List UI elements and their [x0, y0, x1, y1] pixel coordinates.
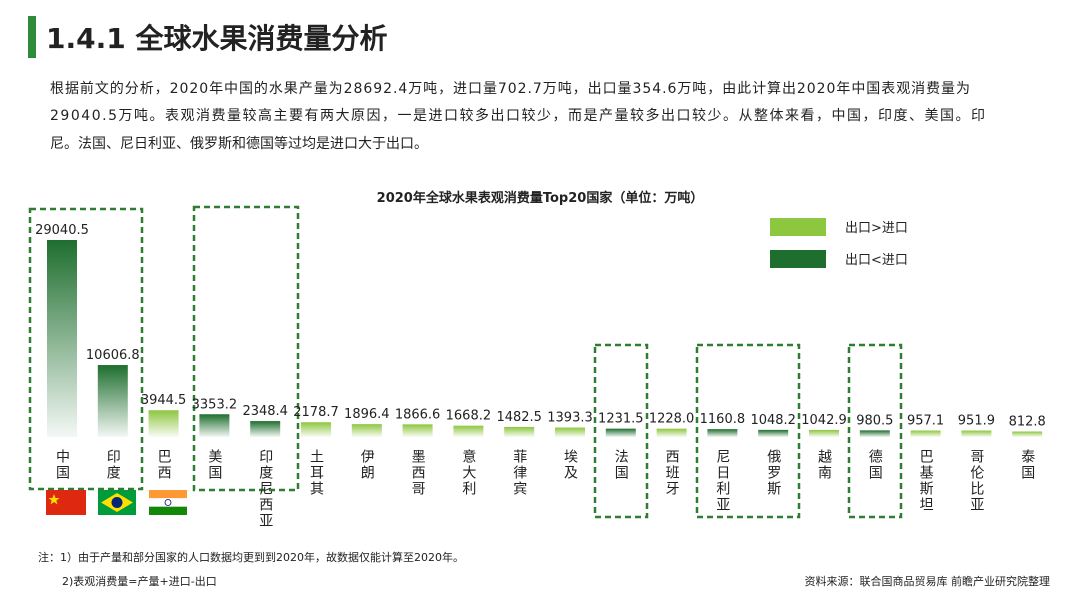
flag-brazil — [98, 490, 136, 515]
data-label: 1231.5 — [598, 412, 644, 427]
highlight-box — [192, 205, 300, 492]
data-label: 1896.4 — [344, 407, 390, 422]
bar — [453, 425, 484, 437]
x-tick-label: 泰国 — [1019, 449, 1035, 481]
highlight-box — [695, 343, 801, 519]
source: 资料来源：联合国商品贸易库 前瞻产业研究院整理 — [805, 574, 1051, 588]
x-tick-label: 印度 — [105, 449, 121, 481]
bar — [1012, 431, 1043, 437]
bar — [199, 414, 230, 437]
x-tick-label: 美国 — [206, 449, 222, 481]
bar — [910, 430, 941, 437]
x-tick-label: 印度尼西亚 — [257, 449, 273, 529]
highlight-box — [847, 343, 903, 519]
data-label: 10606.8 — [86, 348, 140, 363]
legend-swatch — [770, 218, 826, 236]
x-tick-label: 埃及 — [562, 449, 578, 481]
note: 2)表观消费量=产量+进口-出口 — [62, 574, 217, 588]
x-tick-label: 越南 — [816, 449, 832, 481]
bar — [809, 429, 839, 437]
bar — [148, 410, 179, 437]
x-tick-label: 尼日利亚 — [714, 449, 730, 513]
data-label: 1482.5 — [496, 410, 542, 425]
bar — [47, 240, 77, 437]
bar — [250, 421, 281, 437]
bar — [758, 429, 789, 437]
data-label: 957.1 — [907, 414, 944, 429]
legend-swatch — [770, 250, 826, 268]
x-tick-label: 菲律宾 — [511, 449, 527, 497]
bar — [351, 424, 382, 437]
chart-title: 2020年全球水果表观消费量Top20国家（单位：万吨） — [377, 190, 704, 206]
title: 1.4.1 全球水果消费量分析 — [46, 22, 387, 55]
data-label: 3944.5 — [141, 393, 187, 408]
paragraph-line: 29040.5万吨。表观消费量较高主要有两大原因，一是进口较多出口较少，而是产量… — [50, 107, 985, 124]
data-label: 1160.8 — [700, 412, 746, 427]
flag-india — [148, 490, 188, 515]
flag-china — [46, 490, 86, 515]
data-label: 1866.6 — [395, 407, 441, 422]
data-label: 1042.9 — [801, 413, 847, 428]
data-label: 812.8 — [1009, 414, 1046, 429]
x-tick-label: 俄罗斯 — [765, 449, 781, 497]
title-accent — [28, 16, 36, 58]
bar — [961, 430, 992, 437]
data-label: 1048.2 — [750, 413, 796, 428]
x-tick-label: 法国 — [613, 449, 629, 481]
highlight-box — [28, 207, 144, 491]
bar — [504, 426, 535, 437]
bar — [707, 429, 738, 437]
bar — [97, 365, 128, 437]
data-label: 951.9 — [958, 414, 995, 429]
data-label: 2348.4 — [242, 404, 288, 419]
data-label: 1228.0 — [649, 412, 695, 427]
legend-label: 出口<进口 — [845, 253, 908, 268]
data-label: 1393.3 — [547, 411, 593, 426]
bar — [656, 428, 687, 437]
data-label: 3353.2 — [192, 397, 238, 412]
paragraph-line: 根据前文的分析，2020年中国的水果产量为28692.4万吨，进口量702.7万… — [50, 80, 970, 97]
x-tick-label: 墨西哥 — [410, 449, 426, 497]
highlight-box — [593, 343, 649, 519]
bar — [605, 428, 636, 437]
data-label: 1668.2 — [446, 409, 492, 424]
x-tick-label: 哥伦比亚 — [968, 449, 984, 513]
highlight-boxes — [28, 205, 903, 519]
x-tick-label: 巴西 — [156, 449, 172, 481]
x-tick-label: 西班牙 — [664, 449, 680, 497]
paragraph-line: 尼。法国、尼日利亚、俄罗斯和德国等过均是进口大于出口。 — [50, 135, 428, 152]
data-label: 980.5 — [856, 413, 893, 428]
data-label: 29040.5 — [35, 223, 89, 238]
x-tick-label: 巴基斯坦 — [918, 449, 934, 513]
x-tick-label: 意大利 — [460, 448, 476, 497]
x-tick-label: 土耳其 — [308, 449, 324, 497]
note: 注：1）由于产量和部分国家的人口数据均更到到2020年，故数据仅能计算至2020… — [38, 550, 464, 564]
bar — [555, 427, 585, 437]
bar — [301, 422, 331, 437]
x-tick-label: 德国 — [867, 449, 883, 481]
x-tick-label: 中国 — [54, 449, 70, 481]
data-label: 2178.7 — [293, 405, 339, 420]
x-tick-label: 伊朗 — [359, 449, 375, 481]
bar — [402, 424, 433, 437]
bar — [859, 430, 890, 437]
legend-label: 出口>进口 — [845, 221, 908, 236]
